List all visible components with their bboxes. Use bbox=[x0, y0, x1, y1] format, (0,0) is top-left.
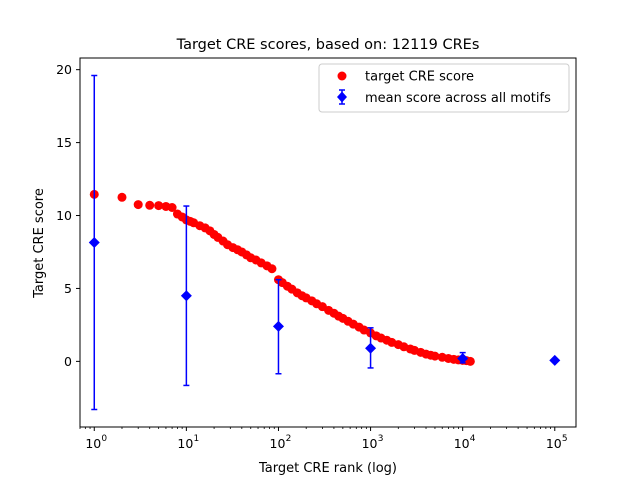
data-point-mean-score bbox=[549, 354, 561, 366]
data-point-mean-score bbox=[457, 352, 469, 364]
plot-area bbox=[88, 74, 561, 411]
x-tick-label-exponent: 3 bbox=[378, 434, 384, 444]
y-tick-label: 10 bbox=[56, 208, 72, 223]
data-point-target-score bbox=[167, 203, 177, 212]
data-point-mean-score bbox=[180, 290, 192, 302]
x-tick-label: 10 4 bbox=[454, 434, 476, 451]
x-tick-label-base: 10 bbox=[85, 436, 101, 451]
x-tick-label-base: 10 bbox=[177, 436, 193, 451]
chart-title: Target CRE scores, based on: 12119 CREs bbox=[176, 37, 480, 53]
data-point-target-score bbox=[145, 200, 155, 210]
x-tick-label-base: 10 bbox=[454, 436, 470, 451]
y-tick-label: 5 bbox=[64, 281, 72, 296]
legend-marker-mean-score bbox=[337, 91, 347, 103]
y-tick-label: 15 bbox=[56, 135, 72, 150]
y-axis-label: Target CRE score bbox=[32, 188, 47, 299]
data-point-target-score bbox=[267, 264, 277, 274]
data-point-target-score bbox=[430, 351, 440, 361]
x-tick-label: 10 5 bbox=[546, 434, 568, 451]
data-point-target-score bbox=[133, 200, 143, 210]
x-tick-label: 10 2 bbox=[270, 434, 292, 451]
x-axis-ticks: 10 0 10 1 10 2 10 3 10 4 10 5 bbox=[79, 427, 568, 451]
x-tick-label-base: 10 bbox=[362, 436, 378, 451]
data-point-mean-score bbox=[88, 237, 100, 248]
data-point-mean-score bbox=[272, 320, 284, 332]
data-point-target-score bbox=[154, 201, 164, 211]
x-tick-label-exponent: 5 bbox=[562, 434, 568, 444]
legend-label-target-score: target CRE score bbox=[365, 70, 474, 85]
y-tick-label: 20 bbox=[56, 62, 72, 77]
x-tick-label: 10 3 bbox=[362, 434, 384, 451]
x-tick-label-exponent: 0 bbox=[101, 434, 107, 444]
x-axis-label: Target CRE rank (log) bbox=[258, 461, 397, 476]
data-point-target-score bbox=[465, 356, 475, 366]
x-tick-label-base: 10 bbox=[270, 436, 286, 451]
x-tick-label-base: 10 bbox=[546, 436, 562, 451]
data-point-mean-score bbox=[365, 342, 377, 354]
legend: target CRE score mean score across all m… bbox=[318, 63, 570, 113]
x-tick-label: 10 1 bbox=[177, 434, 199, 451]
legend-label-mean-score: mean score across all motifs bbox=[365, 91, 551, 106]
y-axis-ticks: 0 5 10 15 20 bbox=[56, 62, 80, 369]
data-point-target-score bbox=[117, 192, 127, 202]
x-tick-label-exponent: 2 bbox=[286, 434, 292, 444]
x-tick-label-exponent: 1 bbox=[194, 434, 200, 444]
legend-box bbox=[318, 63, 570, 113]
x-tick-label-exponent: 4 bbox=[470, 434, 476, 444]
plot-frame bbox=[79, 57, 577, 428]
x-tick-label: 10 0 bbox=[85, 434, 107, 451]
legend-marker-target-score bbox=[337, 71, 347, 81]
y-tick-label: 0 bbox=[64, 354, 72, 369]
